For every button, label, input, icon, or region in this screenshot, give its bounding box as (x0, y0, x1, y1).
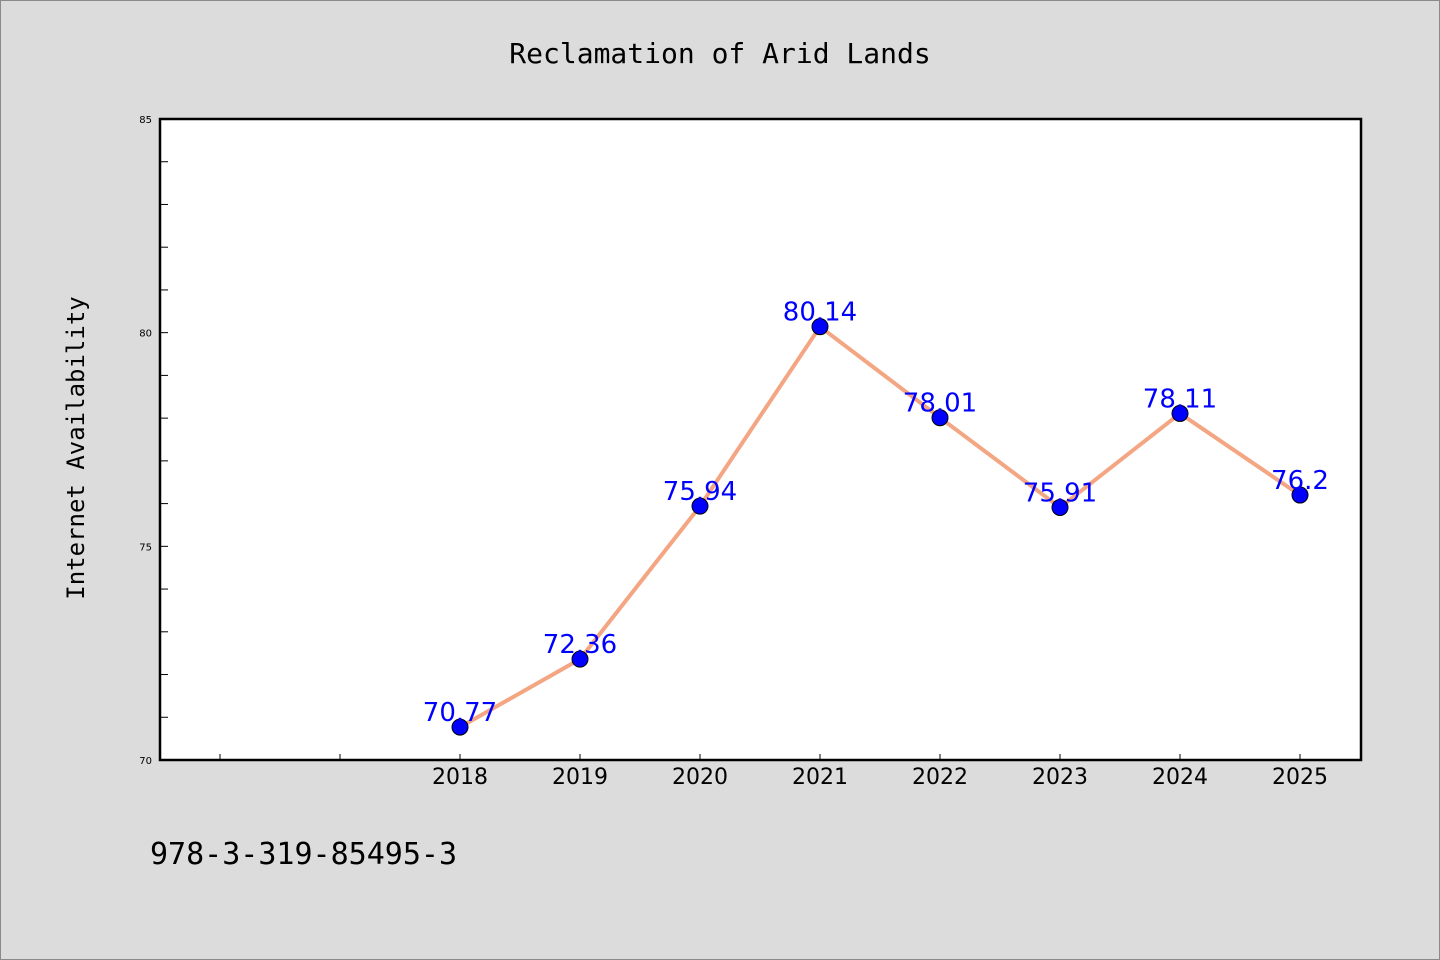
data-point (1051, 498, 1069, 516)
x-tick-label: 2021 (792, 765, 848, 790)
y-tick-label: 70 (139, 756, 152, 767)
data-label: 78.11 (1143, 384, 1217, 414)
x-tick-label: 2020 (672, 765, 728, 790)
x-tick-label: 2018 (432, 765, 488, 790)
data-point (1291, 486, 1309, 504)
series-markers (451, 318, 1309, 736)
data-point (811, 318, 829, 336)
data-point (1171, 404, 1189, 422)
data-label: 70.77 (423, 698, 497, 728)
data-label: 72.36 (543, 630, 617, 660)
x-tick-label: 2022 (912, 765, 968, 790)
data-point (451, 718, 469, 736)
series-line (459, 324, 1302, 729)
data-label: 76.2 (1271, 466, 1329, 496)
x-tick-label: 2025 (1272, 765, 1328, 790)
chart-title: Reclamation of Arid Lands (509, 37, 930, 70)
data-labels: 70.77 72.36 75.94 80.14 78.01 75.91 78.11 76.2 (423, 298, 1329, 728)
data-label: 78.01 (903, 389, 977, 419)
x-axis: 2018 2019 2020 2021 2022 2023 2024 2025 (219, 754, 1328, 790)
y-tick-label: 75 (139, 542, 152, 553)
data-point (931, 409, 949, 427)
x-tick-label: 2023 (1032, 765, 1088, 790)
data-point (571, 650, 589, 668)
y-tick-label: 80 (139, 329, 152, 340)
data-label: 75.94 (663, 477, 737, 507)
y-tick-label: 85 (139, 115, 152, 126)
data-label: 80.14 (783, 298, 857, 328)
y-axis: 70 75 80 85 (139, 115, 168, 767)
data-point (691, 497, 709, 515)
plot-area (158, 117, 1363, 762)
x-tick-label: 2024 (1152, 765, 1208, 790)
y-axis-label: Internet Availability (62, 296, 90, 599)
data-label: 75.91 (1023, 478, 1097, 508)
caption: 978-3-319-85495-3 (150, 837, 457, 872)
x-tick-label: 2019 (552, 765, 608, 790)
